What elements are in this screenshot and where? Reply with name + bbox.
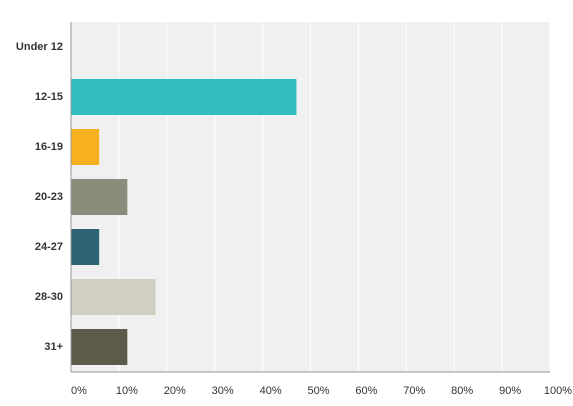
x-tick-label: 0% [71, 385, 87, 397]
bar [71, 129, 100, 165]
x-tick-label: 40% [260, 385, 282, 397]
x-tick-label: 60% [355, 385, 377, 397]
bar [71, 279, 156, 315]
x-tick-label: 90% [499, 385, 521, 397]
x-tick-label: 30% [212, 385, 234, 397]
y-tick-label: 31+ [44, 341, 63, 353]
bar [71, 229, 100, 265]
y-tick-label: 12-15 [35, 91, 63, 103]
y-tick-label: 24-27 [35, 241, 63, 253]
x-tick-label: 20% [164, 385, 186, 397]
x-tick-label: 80% [451, 385, 473, 397]
bar [71, 79, 297, 115]
y-tick-label: 16-19 [35, 141, 63, 153]
y-tick-label: Under 12 [16, 41, 63, 53]
x-tick-label: 50% [307, 385, 329, 397]
x-tick-label: 10% [116, 385, 138, 397]
x-tick-label: 100% [544, 385, 572, 397]
bar [71, 329, 128, 365]
y-tick-label: 28-30 [35, 291, 63, 303]
y-tick-label: 20-23 [35, 191, 63, 203]
bar [71, 179, 128, 215]
x-tick-label: 70% [403, 385, 425, 397]
